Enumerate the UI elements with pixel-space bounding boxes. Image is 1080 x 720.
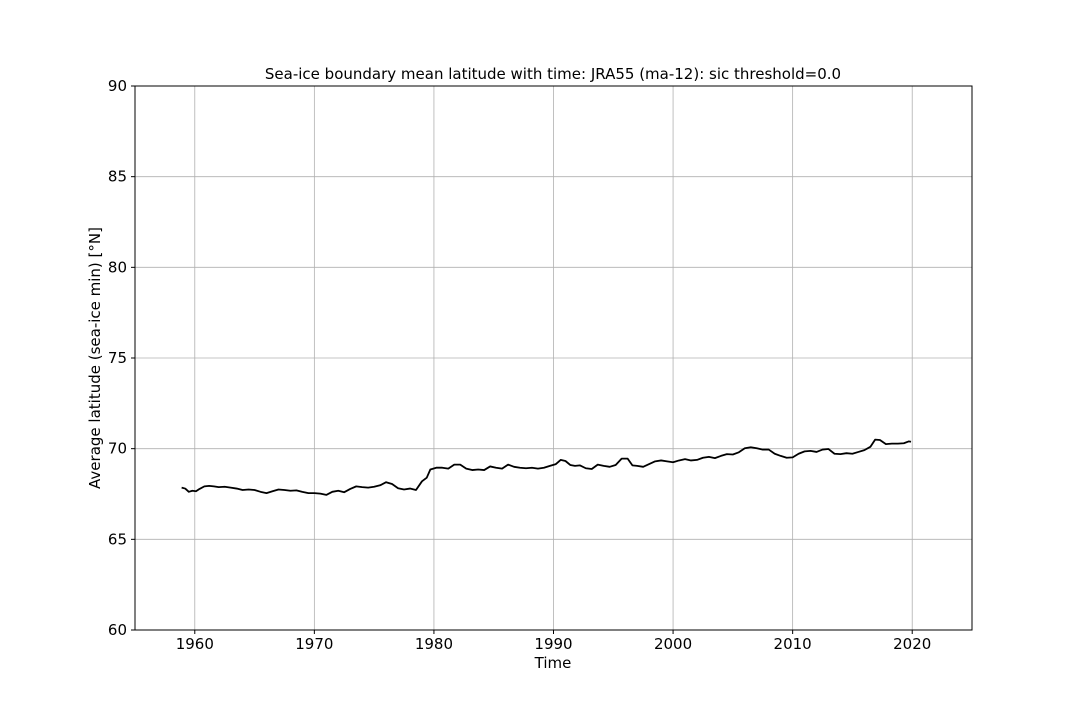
y-tick-label: 60	[108, 621, 127, 639]
y-tick-label: 65	[108, 530, 127, 548]
y-tick-label: 90	[108, 77, 127, 95]
y-tick-label: 80	[108, 258, 127, 276]
x-tick-label: 1990	[534, 635, 572, 653]
y-tick-label: 85	[108, 168, 127, 186]
chart-title: Sea-ice boundary mean latitude with time…	[265, 65, 841, 83]
x-tick-label: 2020	[893, 635, 931, 653]
y-axis-ticks: 60 65 70 75 80 85 90	[108, 77, 135, 639]
x-axis-ticks: 1960 1970 1980 1990 2000 2010 2020	[176, 630, 931, 653]
x-axis-label: Time	[534, 654, 572, 672]
x-tick-label: 1970	[295, 635, 333, 653]
series-line	[181, 438, 912, 496]
x-tick-label: 2000	[654, 635, 692, 653]
x-tick-label: 1960	[176, 635, 214, 653]
x-tick-label: 2010	[774, 635, 812, 653]
x-tick-label: 1980	[415, 635, 453, 653]
y-axis-label: Average latitude (sea-ice min) [°N]	[86, 227, 104, 489]
y-tick-label: 75	[108, 349, 127, 367]
y-tick-label: 70	[108, 440, 127, 458]
series-layer	[181, 438, 912, 496]
